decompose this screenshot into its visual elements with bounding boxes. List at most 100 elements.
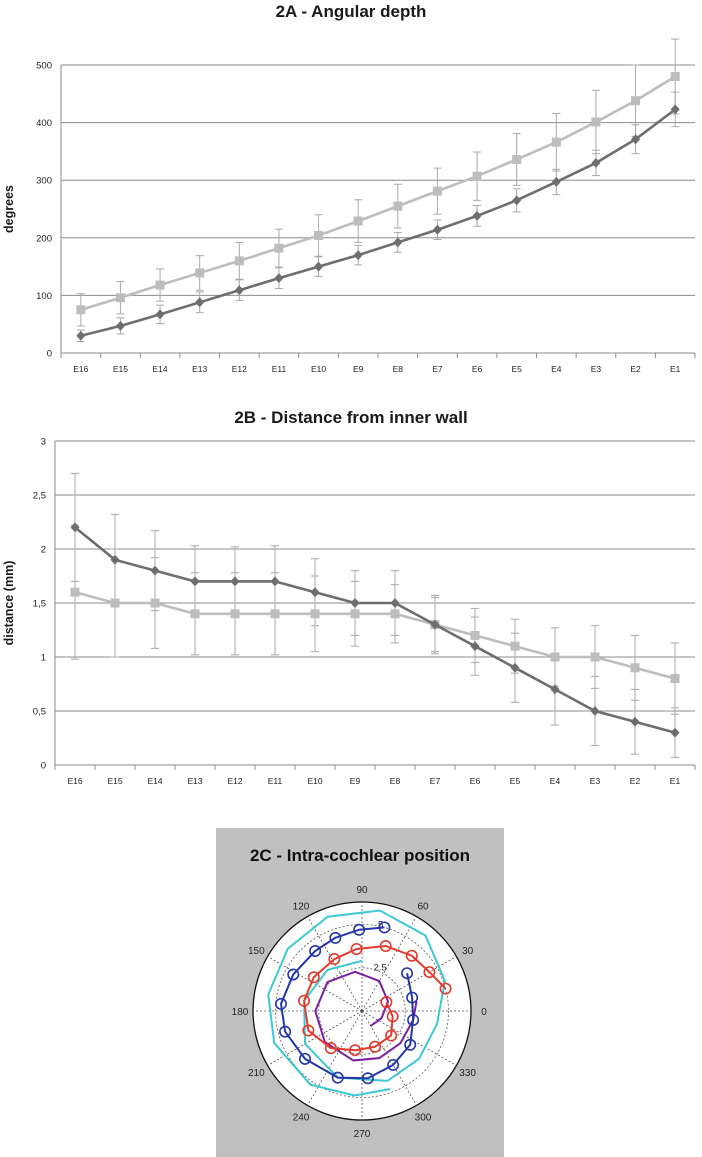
electrode-marker xyxy=(329,931,342,944)
data-point xyxy=(190,609,200,619)
x-tick-label: E10 xyxy=(311,364,326,374)
x-tick-label: E13 xyxy=(192,364,207,374)
electrode-marker xyxy=(386,1010,399,1023)
x-tick-label: E7 xyxy=(430,776,441,786)
electrode-marker xyxy=(298,994,311,1007)
chart-2a: 0 100 200 300 400 500 E16 E15 E14 E13 E12 E11 E10 E9 E… xyxy=(2,38,696,374)
spiral-line xyxy=(303,944,447,1052)
data-point xyxy=(155,309,165,320)
data-point xyxy=(115,320,125,331)
data-point xyxy=(432,224,442,235)
angle-label: 270 xyxy=(354,1129,371,1140)
x-tick-label: E8 xyxy=(393,364,404,374)
y-tick-label: 100 xyxy=(36,291,52,302)
data-point xyxy=(630,716,640,727)
series-0-line xyxy=(70,587,680,684)
data-point xyxy=(430,619,440,630)
data-point xyxy=(234,256,244,266)
data-point xyxy=(353,250,363,261)
angle-label: 180 xyxy=(232,1007,249,1018)
electrode-marker xyxy=(378,921,391,934)
chart-2a-title: 2A - Angular depth xyxy=(275,2,427,21)
data-point xyxy=(670,727,680,738)
data-point xyxy=(590,652,600,662)
y-tick-label: 1 xyxy=(41,653,46,664)
data-point xyxy=(393,201,403,211)
x-tick-label: E7 xyxy=(432,364,443,374)
x-tick-label: E16 xyxy=(67,776,82,786)
x-tick-label: E9 xyxy=(353,364,364,374)
data-point xyxy=(551,137,561,147)
electrode-marker xyxy=(401,967,414,980)
data-point xyxy=(190,576,200,587)
data-point xyxy=(470,641,480,652)
data-point xyxy=(270,576,280,587)
data-point xyxy=(510,641,520,651)
data-point xyxy=(155,280,165,290)
series-line xyxy=(74,526,676,734)
electrode-marker xyxy=(369,1040,382,1053)
data-point xyxy=(631,134,641,145)
polar-series-0 xyxy=(314,970,418,1062)
x-tick-label: E2 xyxy=(630,776,641,786)
electrode-marker xyxy=(404,1038,417,1051)
electrode-marker xyxy=(328,953,341,966)
electrode-marker xyxy=(350,942,363,955)
electrode-marker xyxy=(423,966,436,979)
electrode-marker xyxy=(353,923,366,936)
radial-ring xyxy=(318,967,406,1055)
electrode-marker xyxy=(407,1014,420,1027)
data-point xyxy=(310,587,320,598)
data-point xyxy=(230,609,240,619)
y-tick-label: 0 xyxy=(41,761,46,772)
x-tick-label: E1 xyxy=(670,364,681,374)
data-point xyxy=(630,663,640,673)
y-axis-label: degrees xyxy=(2,185,16,233)
angle-label: 300 xyxy=(415,1113,432,1124)
x-tick-label: E1 xyxy=(670,776,681,786)
data-point xyxy=(76,330,86,341)
electrode-marker xyxy=(287,968,300,981)
electrode-marker xyxy=(309,945,322,958)
y-tick-label: 400 xyxy=(36,118,52,129)
electrode-marker xyxy=(324,1042,337,1055)
series-0 xyxy=(71,524,679,715)
polar-series-3 xyxy=(274,921,420,1085)
data-point xyxy=(70,522,80,533)
data-point xyxy=(670,674,680,684)
data-point xyxy=(393,237,403,248)
series-0-line xyxy=(76,72,680,315)
radial-ring xyxy=(275,924,449,1098)
data-point xyxy=(350,609,360,619)
data-point xyxy=(512,195,522,206)
data-point xyxy=(470,630,480,640)
x-tick-label: E4 xyxy=(551,364,562,374)
y-tick-label: 300 xyxy=(36,176,52,187)
x-tick-label: E14 xyxy=(147,776,162,786)
angle-label: 120 xyxy=(293,901,310,912)
data-point xyxy=(472,171,482,181)
data-point xyxy=(76,305,86,315)
x-tick-label: E2 xyxy=(630,364,641,374)
polar-series-1 xyxy=(267,909,446,1097)
data-point xyxy=(150,598,160,608)
data-point xyxy=(353,216,363,226)
data-point xyxy=(274,243,284,253)
series-1-line xyxy=(76,104,680,341)
x-tick-label: E10 xyxy=(307,776,322,786)
electrode-marker xyxy=(361,1072,374,1085)
data-point xyxy=(551,176,561,187)
data-point xyxy=(390,598,400,608)
x-tick-label: E15 xyxy=(107,776,122,786)
electrode-marker xyxy=(307,971,320,984)
chart-2c-panel: 2C - Intra-cochlear position 0 30 60 90 120 1… xyxy=(216,828,504,1157)
y-tick-label: 1,5 xyxy=(33,599,46,610)
x-tick-label: E6 xyxy=(470,776,481,786)
angle-label: 90 xyxy=(356,885,368,896)
y-tick-label: 0,5 xyxy=(33,707,46,718)
x-tick-label: E13 xyxy=(187,776,202,786)
spiral-line xyxy=(267,909,446,1097)
data-point xyxy=(472,210,482,221)
electrode-marker xyxy=(279,1025,292,1038)
